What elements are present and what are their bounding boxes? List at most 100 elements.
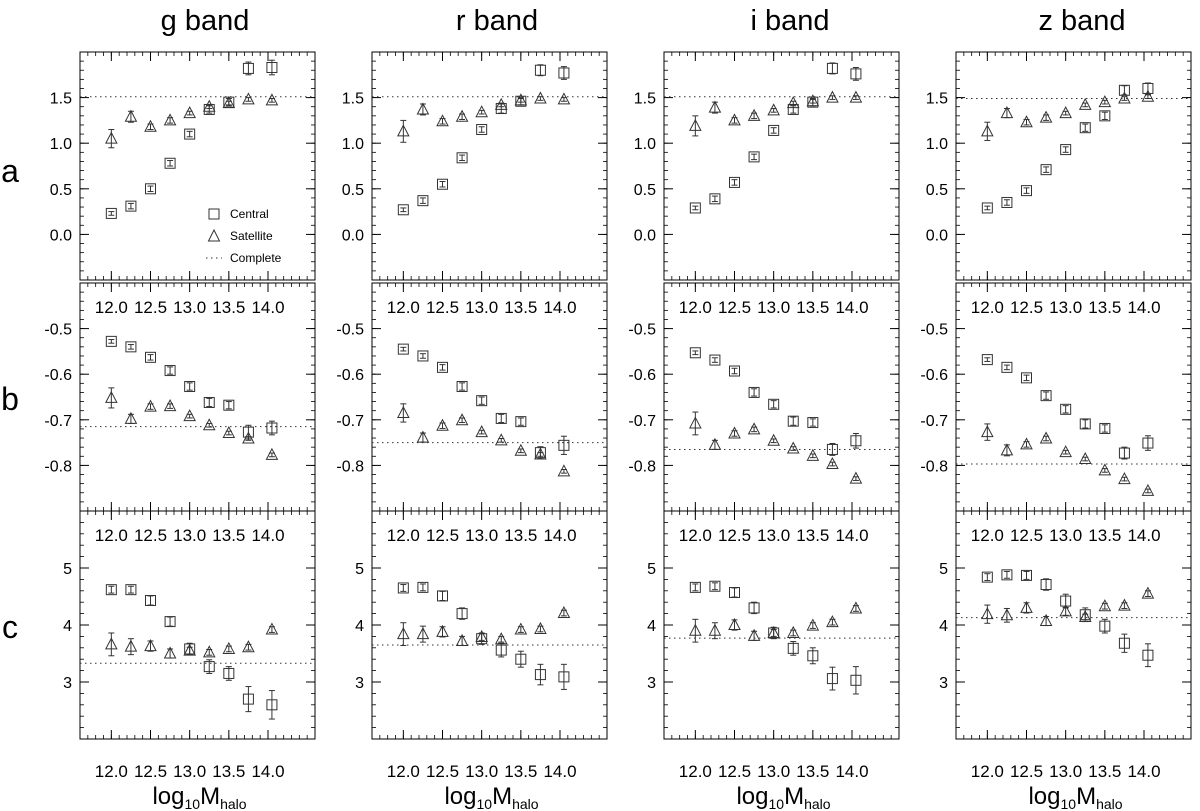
central-point <box>1118 637 1130 649</box>
x-tick-label: 12.0 <box>387 762 420 781</box>
x-tick-label: 12.5 <box>134 762 167 781</box>
satellite-point <box>534 621 547 634</box>
satellite-point <box>222 641 236 654</box>
satellite-point <box>105 390 118 403</box>
satellite-point <box>494 97 508 110</box>
satellite-point <box>416 627 430 640</box>
satellite-point <box>1000 106 1014 119</box>
central-point <box>495 644 507 656</box>
y-tick-label: -0.6 <box>920 367 948 384</box>
central-point <box>826 673 838 685</box>
x-tick-label: 13.0 <box>1049 526 1082 545</box>
central-point <box>729 587 740 599</box>
x-tick-label: 13.5 <box>796 526 829 545</box>
central-point <box>105 335 117 347</box>
y-tick-label: 3 <box>63 675 72 692</box>
central-point <box>768 398 780 410</box>
central-point <box>709 193 721 205</box>
central-point <box>437 590 448 602</box>
x-tick-label: 12.5 <box>426 526 459 545</box>
central-point <box>125 200 137 212</box>
central-point <box>1021 185 1032 197</box>
satellite-point <box>981 124 994 137</box>
central-point <box>1060 403 1072 415</box>
satellite-point <box>1059 106 1072 119</box>
y-tick-label: 5 <box>939 561 948 578</box>
satellite-point <box>1118 472 1131 485</box>
satellite-point <box>557 605 571 619</box>
central-point <box>164 616 176 628</box>
satellite-point <box>144 399 157 412</box>
satellite-point <box>826 456 839 470</box>
central-point <box>417 195 429 207</box>
row-label-a: a <box>1 153 19 189</box>
satellite-point <box>265 93 279 106</box>
y-tick-label: 1.5 <box>926 91 948 108</box>
central-point <box>1021 372 1032 384</box>
central-point <box>145 351 156 363</box>
y-tick-label: 0.0 <box>634 227 656 244</box>
x-tick-label: 14.0 <box>835 298 868 317</box>
row-label-c: c <box>2 609 18 645</box>
satellite-point <box>728 113 741 126</box>
satellite-point <box>1098 95 1112 108</box>
central-point <box>689 581 701 593</box>
satellite-point <box>806 94 820 107</box>
y-tick-label: 0.0 <box>342 227 364 244</box>
central-point <box>397 204 409 216</box>
satellite-point <box>786 441 800 454</box>
satellite-point <box>1141 483 1155 496</box>
satellite-point <box>1078 97 1092 110</box>
satellite-point <box>1118 91 1131 104</box>
central-point <box>1118 447 1130 459</box>
central-point <box>981 202 993 214</box>
satellite-point <box>416 102 430 115</box>
column-titles: g band r band i band z band <box>161 5 1126 37</box>
central-point <box>826 62 838 74</box>
y-tick-label: 0.0 <box>926 227 948 244</box>
satellite-point <box>689 118 702 131</box>
x-tick-label: 13.0 <box>173 762 206 781</box>
y-tick-label: -0.6 <box>44 367 72 384</box>
x-tick-label: 13.5 <box>796 298 829 317</box>
panel-b-z-band: -0.8 -0.7 -0.6 -0.5 12.0 12.5 13.0 13.5 14.0 <box>920 282 1192 512</box>
central-point <box>437 361 448 373</box>
x-tick-label: 13.0 <box>1049 298 1082 317</box>
central-point <box>1040 390 1052 402</box>
satellite-point <box>1000 443 1014 456</box>
central-point <box>125 584 137 596</box>
x-tick-label: 14.0 <box>543 298 576 317</box>
satellite-point <box>265 447 279 460</box>
satellite-point <box>455 109 469 122</box>
satellite-point <box>222 425 236 439</box>
satellite-point <box>1000 608 1014 621</box>
satellite-point <box>183 409 196 422</box>
x-tick-label: 12.0 <box>679 526 712 545</box>
x-tick-label: 14.0 <box>1127 762 1160 781</box>
panel-a-i-band: 0.0 0.5 1.0 1.5 <box>634 51 900 281</box>
y-tick-label: 1.0 <box>342 136 364 153</box>
y-tick-label: 4 <box>63 618 72 635</box>
satellite-point <box>163 646 177 659</box>
legend-label: Central <box>230 207 269 221</box>
x-tick-label: 13.5 <box>212 298 245 317</box>
y-tick-label: 1.5 <box>634 91 656 108</box>
y-tick-label: 5 <box>355 561 364 578</box>
central-point <box>1079 122 1091 134</box>
panel-frame <box>663 282 900 512</box>
satellite-point <box>849 471 863 484</box>
y-tick-label: 5 <box>63 561 72 578</box>
y-tick-label: 3 <box>939 675 948 692</box>
x-axis-title: log10Mhalo <box>1028 783 1122 811</box>
central-point <box>125 341 137 353</box>
satellite-point <box>708 100 722 113</box>
y-tick-label: -0.5 <box>44 322 72 339</box>
satellite-point <box>1118 598 1131 611</box>
satellite-point <box>242 92 255 105</box>
central-point <box>145 594 156 606</box>
central-point <box>184 381 196 393</box>
satellite-point <box>786 95 800 109</box>
satellite-point <box>728 426 741 439</box>
panel-frame <box>79 282 316 512</box>
satellite-point <box>534 447 547 460</box>
